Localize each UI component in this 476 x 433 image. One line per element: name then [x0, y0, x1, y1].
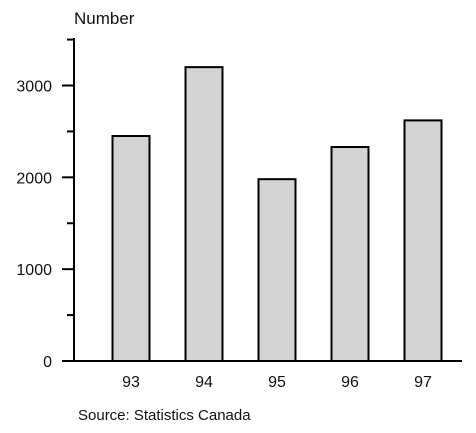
x-ticks-group: 93 94 95 96 97	[122, 374, 432, 391]
x-tick-label-96: 96	[341, 374, 359, 391]
y-tick-label-2000: 2000	[16, 170, 52, 187]
y-ticks-group: 0 1000 2000 3000	[16, 38, 74, 371]
y-tick-label-3000: 3000	[16, 79, 52, 96]
x-tick-label-93: 93	[122, 374, 140, 391]
x-tick-label-94: 94	[195, 374, 213, 391]
y-axis-label: Number	[74, 9, 135, 28]
x-tick-label-97: 97	[414, 374, 432, 391]
bar-97	[403, 119, 443, 362]
y-tick-label-1000: 1000	[16, 262, 52, 279]
bars-group	[111, 66, 443, 362]
bar-93	[111, 135, 151, 362]
bar-96	[330, 146, 370, 362]
source-note: Source: Statistics Canada	[78, 407, 251, 424]
bar-95	[257, 178, 297, 362]
bar-94	[184, 66, 224, 362]
y-tick-label-0: 0	[43, 354, 52, 371]
x-tick-label-95: 95	[268, 374, 286, 391]
